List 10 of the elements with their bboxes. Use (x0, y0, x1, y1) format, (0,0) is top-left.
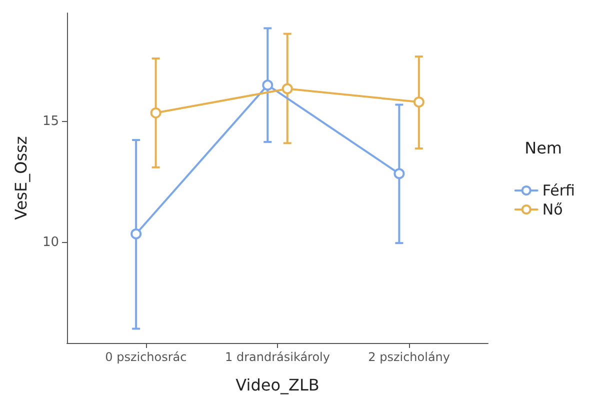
x-axis-title: Video_ZLB (236, 376, 320, 394)
x-tick-label: 0 pszichosrác (105, 350, 187, 364)
x-tick-label: 1 drandrásikároly (225, 350, 330, 364)
x-tick-label: 2 pszicholány (368, 350, 450, 364)
y-axis-title: VesE_Ossz (12, 136, 30, 220)
y-tick-label: 10 (42, 234, 59, 250)
legend-label: Férfi (542, 182, 576, 200)
legend-title: Nem (524, 138, 562, 158)
y-tick-label: 15 (42, 114, 59, 129)
legend-label: Nő (542, 200, 563, 218)
